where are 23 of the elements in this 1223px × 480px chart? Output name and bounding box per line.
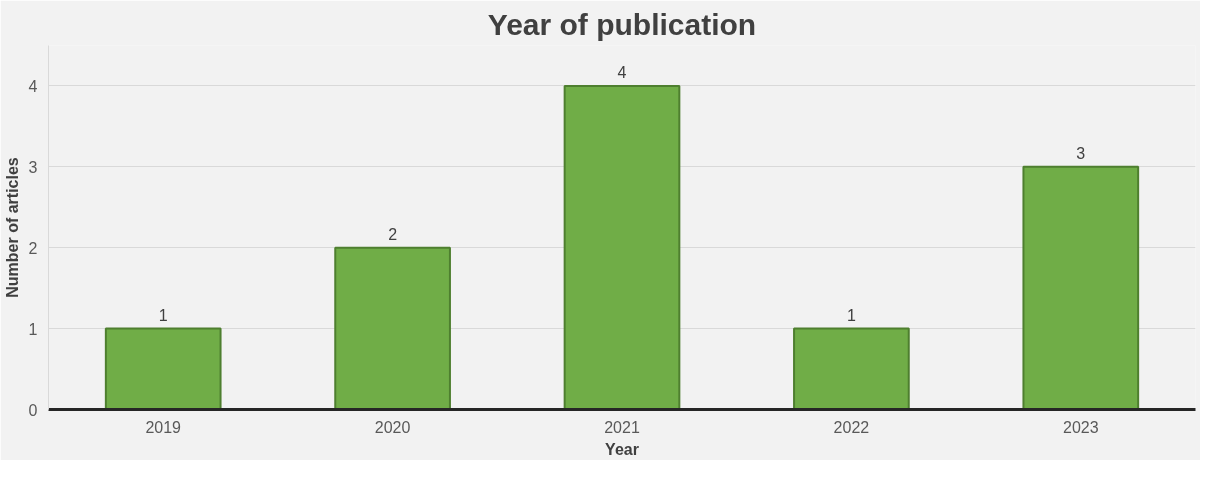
bar bbox=[104, 327, 222, 410]
bar bbox=[334, 246, 451, 410]
chart-title: Year of publication bbox=[487, 7, 757, 41]
x-tick-label: 2019 bbox=[145, 418, 182, 436]
bar bbox=[793, 327, 910, 410]
data-label: 2 bbox=[388, 225, 398, 243]
x-tick-label: 2022 bbox=[833, 418, 870, 436]
y-tick-label: 0 bbox=[28, 401, 38, 419]
y-axis-title: Number of articles bbox=[3, 157, 21, 298]
y-tick-label: 1 bbox=[28, 320, 38, 338]
bar bbox=[1022, 165, 1140, 410]
x-tick-label: 2020 bbox=[374, 418, 411, 436]
data-label: 1 bbox=[846, 306, 856, 324]
data-label: 1 bbox=[158, 306, 168, 324]
data-label: 3 bbox=[1076, 144, 1086, 162]
x-tick-label: 2021 bbox=[604, 418, 640, 436]
bar bbox=[563, 84, 681, 410]
y-tick-label: 2 bbox=[28, 239, 38, 257]
y-tick-label: 3 bbox=[28, 158, 38, 176]
y-tick-label: 4 bbox=[28, 77, 38, 95]
x-tick-label: 2023 bbox=[1063, 418, 1099, 436]
data-label: 4 bbox=[617, 63, 627, 81]
x-axis-title: Year bbox=[605, 440, 639, 458]
